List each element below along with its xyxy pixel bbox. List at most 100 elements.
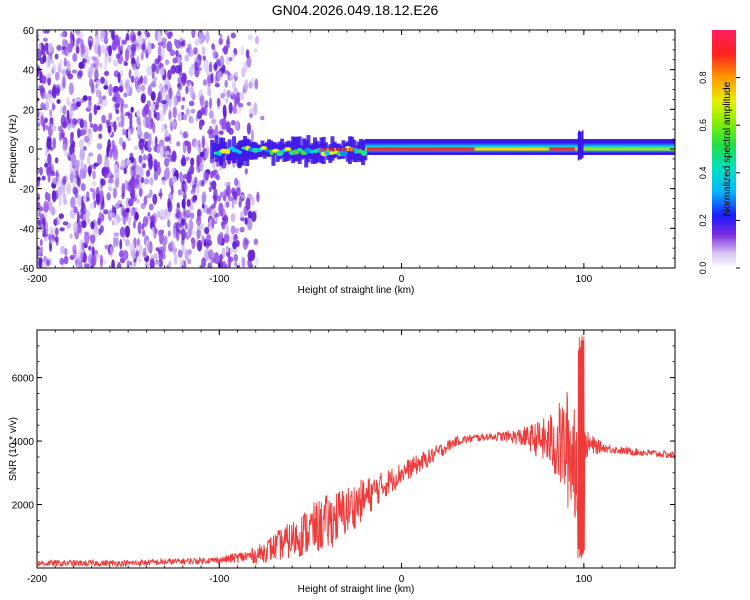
noise-speckle (202, 170, 206, 183)
noise-speckle (98, 95, 103, 105)
noise-speckle (47, 76, 51, 86)
band-spike (579, 131, 582, 160)
noise-speckle (157, 31, 162, 44)
noise-speckle (206, 86, 211, 97)
band-ridge (640, 147, 643, 151)
noise-speckle (181, 228, 186, 241)
noise-speckle (74, 188, 79, 199)
noise-speckle (67, 117, 72, 125)
band-ridge (445, 147, 448, 151)
noise-speckle (198, 121, 203, 130)
band-ridge (443, 147, 446, 151)
noise-speckle (62, 38, 66, 48)
noise-speckle (181, 243, 185, 254)
noise-speckle (108, 112, 113, 121)
band-ridge (386, 147, 390, 151)
band-ridge (512, 147, 515, 151)
band-ridge (656, 147, 659, 151)
band-ridge (370, 147, 373, 151)
noise-speckle (204, 151, 209, 160)
noise-speckle (136, 199, 140, 204)
noise-speckle (206, 234, 212, 241)
noise-speckle (169, 49, 176, 57)
noise-speckle (93, 162, 99, 167)
band-blob (264, 149, 271, 153)
noise-speckle (40, 114, 45, 127)
noise-speckle (223, 45, 229, 55)
noise-speckle (191, 238, 196, 250)
band-ridge (397, 147, 401, 151)
noise-speckle (99, 62, 103, 68)
noise-speckle (137, 84, 142, 94)
band-ridge (434, 147, 437, 151)
noise-speckle (247, 218, 253, 231)
noise-speckle (152, 193, 158, 205)
noise-speckle (94, 250, 99, 255)
band-envelope (273, 142, 278, 155)
band-envelope (310, 143, 315, 164)
noise-speckle (49, 117, 54, 124)
noise-speckle (209, 97, 212, 110)
noise-speckle (146, 169, 151, 177)
band-ridge (478, 147, 481, 151)
noise-speckle (120, 159, 126, 171)
noise-speckle (92, 188, 96, 201)
band-ridge (552, 147, 556, 151)
band-ridge (607, 147, 610, 151)
noise-speckle (202, 55, 206, 61)
noise-speckle (62, 143, 68, 152)
noise-speckle (124, 111, 131, 117)
noise-speckle (112, 236, 116, 248)
noise-speckle (161, 48, 165, 57)
band-ridge (432, 147, 435, 151)
noise-speckle (59, 257, 65, 265)
noise-speckle (182, 39, 186, 47)
noise-speckle (225, 55, 230, 66)
y-tick-label: 0 (28, 145, 34, 156)
noise-speckle (56, 44, 62, 51)
noise-speckle (136, 55, 140, 68)
noise-speckle (100, 30, 106, 39)
noise-speckle (95, 254, 100, 259)
noise-speckle (44, 101, 50, 111)
noise-speckle (187, 249, 192, 255)
noise-speckle (94, 68, 99, 81)
band-ridge (605, 147, 608, 151)
band-ridge (603, 147, 607, 151)
noise-speckle (164, 30, 168, 36)
noise-speckle (205, 30, 210, 44)
noise-speckle (249, 113, 253, 118)
noise-speckle (43, 235, 48, 242)
band-blob (276, 150, 284, 157)
noise-speckle (102, 95, 107, 100)
noise-speckle (39, 57, 45, 65)
noise-speckle (181, 104, 185, 110)
band-ridge-left (330, 147, 333, 152)
noise-speckle (79, 167, 85, 180)
noise-speckle (67, 60, 71, 72)
spectrogram-x-axis: -200 -100 0 100 (27, 30, 676, 285)
noise-speckle (116, 261, 122, 268)
noise-speckle (235, 227, 239, 234)
noise-speckle (232, 190, 237, 197)
band-ridge (658, 147, 661, 151)
band-ridge (505, 147, 508, 151)
noise-speckle (213, 188, 218, 201)
noise-speckle (235, 70, 239, 78)
noise-speckle (211, 217, 215, 229)
colorbar-gradient (712, 30, 736, 268)
noise-speckle (124, 238, 130, 247)
band-ridge (368, 147, 371, 151)
band-ridge (436, 147, 439, 151)
noise-speckle (154, 136, 158, 147)
colorbar-tick-label: 0.6 (698, 119, 708, 132)
band-ridge (498, 147, 501, 151)
noise-speckle (37, 42, 42, 52)
noise-speckle (249, 249, 256, 261)
noise-speckle (47, 125, 53, 137)
band-ridge (381, 147, 384, 151)
noise-speckle (79, 214, 84, 219)
noise-speckle (164, 136, 171, 142)
y-tick-label: 40 (23, 66, 35, 77)
noise-speckle (260, 115, 265, 121)
